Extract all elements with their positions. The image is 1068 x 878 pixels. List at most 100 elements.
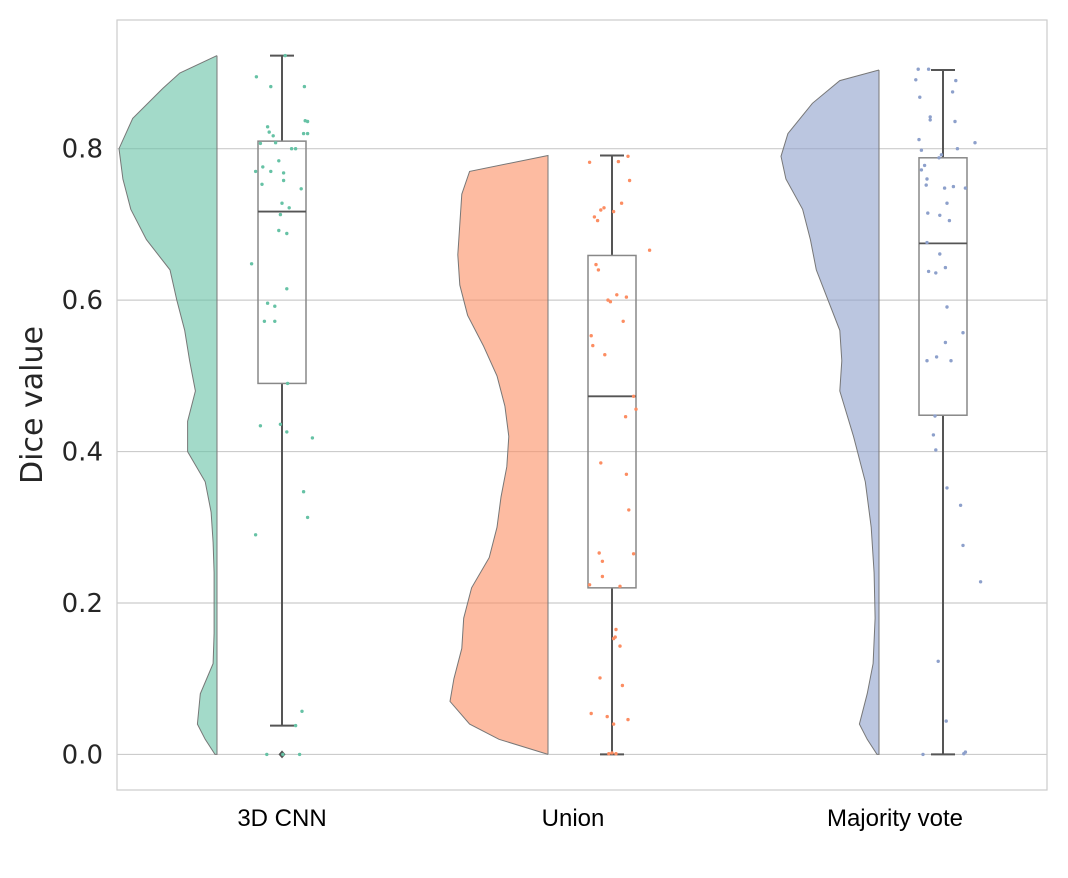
data-point bbox=[926, 67, 931, 71]
data-point bbox=[602, 206, 606, 210]
data-point bbox=[277, 228, 281, 233]
data-point bbox=[301, 490, 306, 494]
data-point bbox=[277, 159, 281, 163]
plot-area bbox=[116, 19, 1048, 791]
data-point bbox=[302, 84, 307, 89]
box-iqr bbox=[918, 157, 968, 416]
data-point bbox=[305, 515, 310, 520]
y-tick-labels: 0.0 0.2 0.4 0.6 0.8 bbox=[62, 135, 103, 771]
x-tick-label: 3D CNN bbox=[237, 805, 326, 832]
density-cloud bbox=[780, 69, 880, 755]
data-point bbox=[928, 118, 932, 122]
data-point bbox=[631, 394, 636, 398]
scatter-points bbox=[249, 53, 983, 757]
data-point bbox=[627, 508, 631, 512]
data-point bbox=[273, 319, 277, 323]
data-point bbox=[945, 305, 949, 309]
data-point bbox=[942, 186, 947, 190]
data-point bbox=[939, 153, 944, 157]
data-point bbox=[926, 269, 931, 274]
data-point bbox=[265, 752, 269, 757]
data-point bbox=[623, 415, 628, 419]
data-point bbox=[631, 552, 636, 556]
data-point bbox=[620, 683, 625, 688]
data-point bbox=[253, 169, 258, 174]
data-point bbox=[938, 213, 942, 217]
data-point bbox=[591, 343, 595, 348]
box-iqr bbox=[587, 254, 637, 589]
data-point bbox=[926, 211, 930, 215]
data-point bbox=[961, 331, 965, 335]
data-point bbox=[928, 115, 932, 119]
data-point bbox=[611, 636, 616, 641]
data-point bbox=[278, 212, 283, 217]
data-point bbox=[254, 75, 259, 79]
data-point bbox=[961, 543, 965, 548]
data-point bbox=[610, 751, 614, 755]
y-axis-label: Dice value bbox=[15, 326, 50, 484]
data-point bbox=[953, 119, 957, 124]
data-point bbox=[285, 287, 289, 291]
data-point bbox=[978, 580, 983, 584]
data-point bbox=[265, 125, 270, 129]
data-point bbox=[589, 334, 593, 338]
data-point bbox=[283, 53, 287, 58]
data-point bbox=[618, 644, 622, 648]
data-point bbox=[951, 184, 956, 189]
data-point bbox=[647, 248, 652, 252]
data-point bbox=[589, 711, 593, 716]
data-point bbox=[273, 304, 277, 308]
y-tick-label: 0.6 bbox=[62, 286, 103, 316]
data-point bbox=[285, 381, 290, 386]
data-point bbox=[301, 131, 306, 136]
density-cloud bbox=[118, 55, 218, 755]
data-point bbox=[924, 183, 928, 187]
data-point bbox=[278, 422, 283, 426]
data-point bbox=[943, 340, 948, 345]
data-point bbox=[949, 359, 953, 363]
gridlines bbox=[117, 148, 1047, 756]
data-point bbox=[919, 168, 924, 172]
data-point bbox=[289, 147, 294, 151]
data-point bbox=[607, 752, 611, 756]
data-point bbox=[943, 265, 948, 270]
data-point bbox=[269, 169, 273, 174]
data-point bbox=[634, 407, 638, 411]
data-point bbox=[281, 752, 285, 757]
data-point bbox=[596, 268, 601, 272]
data-point bbox=[963, 750, 968, 754]
y-tick-label: 0.4 bbox=[62, 438, 103, 468]
data-point bbox=[587, 583, 592, 587]
data-point bbox=[626, 154, 630, 158]
data-point bbox=[950, 90, 955, 94]
data-point bbox=[267, 130, 271, 134]
data-point bbox=[919, 148, 924, 152]
data-point bbox=[305, 119, 310, 124]
y-tick-label: 0.2 bbox=[62, 589, 103, 619]
data-point bbox=[595, 218, 600, 223]
data-point bbox=[261, 165, 265, 169]
data-point bbox=[944, 719, 948, 723]
data-point bbox=[293, 147, 298, 151]
data-point bbox=[934, 271, 938, 275]
data-point bbox=[594, 262, 598, 267]
data-point bbox=[305, 131, 310, 136]
data-point bbox=[934, 448, 938, 452]
data-point bbox=[260, 182, 264, 186]
data-point bbox=[587, 160, 592, 164]
data-point bbox=[598, 676, 602, 680]
data-point bbox=[605, 714, 609, 719]
data-point bbox=[269, 84, 273, 89]
data-point bbox=[293, 723, 298, 728]
data-point bbox=[300, 709, 304, 713]
x-tick-label: Majority vote bbox=[827, 805, 963, 832]
data-point bbox=[938, 252, 942, 256]
data-point bbox=[954, 78, 958, 83]
data-point bbox=[933, 414, 937, 418]
data-point bbox=[258, 424, 263, 428]
data-point bbox=[299, 187, 303, 191]
density-cloud bbox=[449, 154, 549, 755]
data-point bbox=[922, 163, 927, 168]
data-point bbox=[611, 209, 616, 214]
data-point bbox=[917, 137, 921, 142]
